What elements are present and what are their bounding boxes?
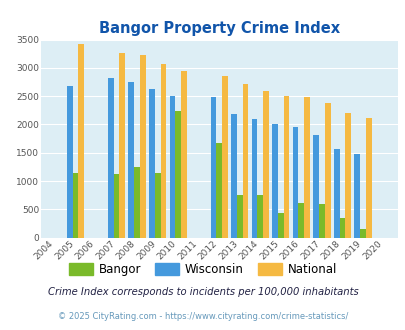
Bar xyxy=(339,218,345,238)
Bar xyxy=(298,203,303,238)
Bar xyxy=(303,97,309,238)
Bar xyxy=(119,52,125,238)
Title: Bangor Property Crime Index: Bangor Property Crime Index xyxy=(98,21,339,36)
Bar xyxy=(140,55,145,238)
Bar xyxy=(354,154,359,238)
Bar xyxy=(283,96,289,238)
Text: © 2025 CityRating.com - https://www.cityrating.com/crime-statistics/: © 2025 CityRating.com - https://www.city… xyxy=(58,312,347,321)
Bar xyxy=(128,82,134,238)
Bar xyxy=(333,149,339,238)
Bar xyxy=(242,84,248,238)
Bar xyxy=(324,103,330,238)
Text: Crime Index corresponds to incidents per 100,000 inhabitants: Crime Index corresponds to incidents per… xyxy=(47,287,358,297)
Bar xyxy=(222,76,227,238)
Bar xyxy=(271,124,277,238)
Bar xyxy=(345,113,350,238)
Bar xyxy=(108,78,113,238)
Bar xyxy=(113,174,119,238)
Bar xyxy=(134,167,140,238)
Legend: Bangor, Wisconsin, National: Bangor, Wisconsin, National xyxy=(64,258,341,281)
Bar xyxy=(78,44,84,238)
Bar xyxy=(313,135,318,238)
Bar xyxy=(236,195,242,238)
Bar xyxy=(262,90,268,238)
Bar xyxy=(149,89,154,238)
Bar xyxy=(257,195,262,238)
Bar xyxy=(318,204,324,238)
Bar xyxy=(175,112,181,238)
Bar xyxy=(72,173,78,238)
Bar xyxy=(365,118,371,238)
Bar xyxy=(359,229,365,238)
Bar xyxy=(292,127,298,238)
Bar xyxy=(230,114,236,238)
Bar xyxy=(154,173,160,238)
Bar xyxy=(277,213,283,238)
Bar xyxy=(216,143,222,238)
Bar xyxy=(251,119,257,238)
Bar xyxy=(160,64,166,238)
Bar xyxy=(169,96,175,238)
Bar xyxy=(181,71,186,238)
Bar xyxy=(210,97,216,238)
Bar xyxy=(67,86,72,238)
